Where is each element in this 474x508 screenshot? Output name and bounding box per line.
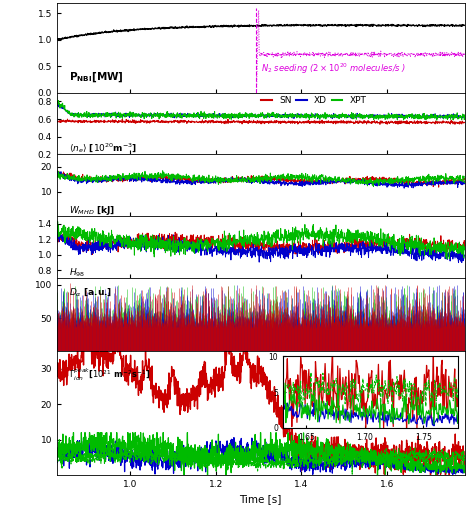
Text: $D_\alpha$ [a.u.]: $D_\alpha$ [a.u.] (69, 285, 112, 298)
Text: $N_2$ seeding ($2\times10^{20}$ molecules/s ): $N_2$ seeding ($2\times10^{20}$ molecule… (261, 62, 406, 76)
Text: $H_{98}$: $H_{98}$ (69, 266, 85, 278)
Legend: SN, XD, XPT: SN, XD, XPT (261, 96, 366, 105)
Text: $W_{MHD}$ [kJ]: $W_{MHD}$ [kJ] (69, 204, 115, 217)
Text: $\Gamma_{ion}^{peak}$[$10^{21}$ m$^{-2}$s$^{-1}$]: $\Gamma_{ion}^{peak}$[$10^{21}$ m$^{-2}$… (69, 367, 150, 383)
Text: $\langle n_e \rangle$ [$10^{20}$m$^{-3}$]: $\langle n_e \rangle$ [$10^{20}$m$^{-3}$… (69, 141, 137, 155)
X-axis label: Time [s]: Time [s] (239, 494, 282, 504)
Text: $\mathbf{P_{NBI}}$[MW]: $\mathbf{P_{NBI}}$[MW] (69, 70, 124, 83)
